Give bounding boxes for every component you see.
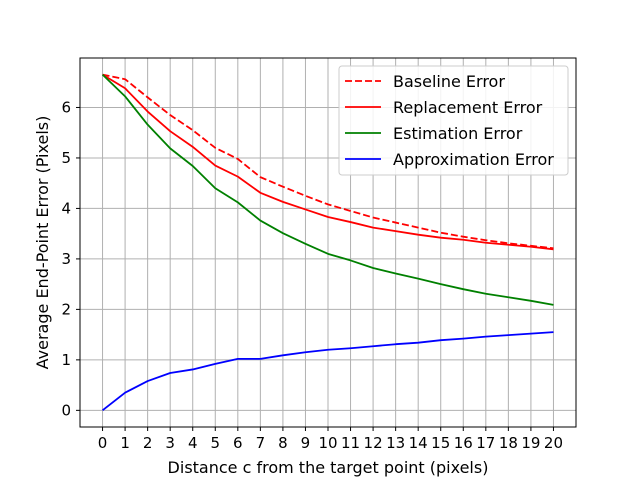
- x-tick-label: 13: [386, 434, 405, 452]
- x-axis-label: Distance c from the target point (pixels…: [168, 458, 489, 477]
- x-tick-label: 0: [98, 434, 108, 452]
- series-line-3: [101, 331, 554, 412]
- y-axis-label: Average End-Point Error (Pixels): [33, 116, 52, 370]
- x-tick-label: 7: [256, 434, 266, 452]
- x-tick-label: 16: [454, 434, 473, 452]
- series-layer: [101, 73, 554, 412]
- x-tick-label: 8: [278, 434, 288, 452]
- x-tick-label: 17: [476, 434, 495, 452]
- x-tick-label: 4: [188, 434, 198, 452]
- x-tick-label: 12: [364, 434, 383, 452]
- x-tick-label: 2: [143, 434, 153, 452]
- y-tick-label: 4: [61, 199, 71, 217]
- x-tick-label: 3: [165, 434, 175, 452]
- x-tick-label: 9: [301, 434, 311, 452]
- y-tick-label: 6: [61, 98, 71, 116]
- x-tick-label: 10: [318, 434, 337, 452]
- x-tick-label: 20: [544, 434, 563, 452]
- series-line-2: [101, 74, 554, 306]
- grid-layer: [80, 58, 576, 427]
- y-tick-label: 0: [61, 401, 71, 419]
- y-tick-label: 5: [61, 149, 71, 167]
- x-tick-label: 19: [521, 434, 540, 452]
- legend: Baseline Error Replacement Error Estimatio…: [338, 65, 569, 176]
- y-tick-label: 1: [61, 351, 71, 369]
- x-tick-label: 14: [409, 434, 428, 452]
- legend-box: [338, 65, 569, 176]
- x-tick-label: 18: [499, 434, 518, 452]
- legend-label-1: Replacement Error: [393, 98, 543, 117]
- y-tick-label: 3: [61, 250, 71, 268]
- x-tick-label: 11: [341, 434, 360, 452]
- y-tick-label: 2: [61, 300, 71, 318]
- legend-label-2: Estimation Error: [393, 124, 523, 143]
- series-line-0: [102, 73, 554, 250]
- x-tick-label: 1: [120, 434, 130, 452]
- series-line-1: [102, 73, 554, 251]
- x-tick-label: 6: [233, 434, 243, 452]
- legend-label-0: Baseline Error: [393, 72, 505, 91]
- x-tick-label: 5: [210, 434, 220, 452]
- legend-label-3: Approximation Error: [393, 150, 554, 169]
- x-tick-label: 15: [431, 434, 450, 452]
